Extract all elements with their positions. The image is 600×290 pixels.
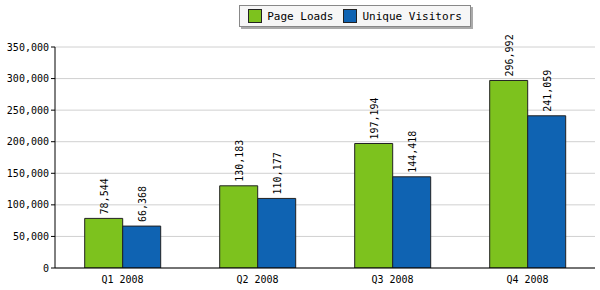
svg-text:197,194: 197,194 <box>369 97 380 139</box>
svg-text:296,992: 296,992 <box>504 34 515 76</box>
svg-text:78,544: 78,544 <box>99 178 110 214</box>
svg-text:110,177: 110,177 <box>272 152 283 194</box>
svg-text:241,059: 241,059 <box>542 70 553 112</box>
svg-text:130,183: 130,183 <box>234 140 245 182</box>
svg-text:Q4 2008: Q4 2008 <box>506 274 548 285</box>
svg-text:Q2 2008: Q2 2008 <box>236 274 278 285</box>
svg-text:250,000: 250,000 <box>8 105 49 116</box>
svg-text:350,000: 350,000 <box>8 42 49 53</box>
html-text:Unique Visitors: Unique Visitors <box>362 9 462 23</box>
svg-text:100,000: 100,000 <box>8 199 49 210</box>
svg-text:Q3 2008: Q3 2008 <box>371 274 413 285</box>
html-text:Page Loads: Page Loads <box>267 9 334 23</box>
svg-text:300,000: 300,000 <box>8 73 49 84</box>
svg-text:0: 0 <box>43 263 49 274</box>
svg-text:Q1 2008: Q1 2008 <box>101 274 143 285</box>
svg-text:144,418: 144,418 <box>407 131 418 173</box>
svg-text:150,000: 150,000 <box>8 168 49 179</box>
svg-text:200,000: 200,000 <box>8 136 49 147</box>
svg-text:50,000: 50,000 <box>13 231 49 242</box>
svg-text:66,368: 66,368 <box>137 186 148 222</box>
